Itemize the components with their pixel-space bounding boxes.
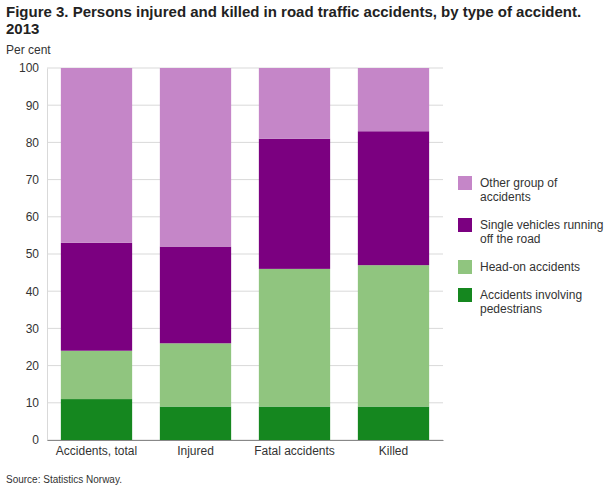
bar-segment	[61, 68, 132, 243]
bar-segment	[160, 407, 231, 440]
bar-segment	[61, 399, 132, 440]
bar-segment	[160, 343, 231, 406]
y-tick: 20	[26, 359, 47, 373]
y-tick-label: 100	[19, 61, 39, 75]
bar-segment	[358, 131, 429, 265]
bar-segment	[259, 139, 330, 269]
bar-segment	[160, 247, 231, 344]
legend: Other group ofaccidents Single vehicles r…	[458, 176, 603, 316]
bar-segment	[259, 269, 330, 407]
legend-swatch	[458, 260, 472, 274]
y-axis-label: Per cent	[6, 43, 51, 57]
legend-item: Accidents involvingpedestrians	[458, 288, 582, 316]
y-tick: 40	[26, 285, 47, 299]
y-tick: 0	[32, 433, 47, 447]
legend-label: Single vehicles runningoff the road	[480, 218, 603, 246]
y-tick-label: 90	[26, 99, 40, 113]
y-tick-label: 80	[26, 136, 40, 150]
y-tick-label: 50	[26, 247, 40, 261]
x-tick: Accidents, total	[56, 440, 137, 458]
legend-label: Other group ofaccidents	[480, 176, 558, 204]
y-tick-label: 70	[26, 173, 40, 187]
legend-label: Accidents involvingpedestrians	[480, 288, 582, 316]
source: Source: Statistics Norway.	[6, 474, 122, 485]
y-tick-label: 60	[26, 210, 40, 224]
x-tick-label: Fatal accidents	[254, 444, 335, 458]
plot: 0 10 20 30 40 50 60 70 80 90 100 Accidents, total In…	[19, 61, 444, 457]
bar-segment	[160, 68, 231, 247]
bars	[61, 68, 429, 440]
legend-swatch	[458, 288, 472, 302]
y-tick: 70	[26, 173, 47, 187]
x-tick-label: Accidents, total	[56, 444, 137, 458]
bar-segment	[358, 68, 429, 131]
x-axis: Accidents, total Injured Fatal accidents Ki…	[48, 440, 444, 458]
y-tick-label: 40	[26, 285, 40, 299]
y-tick: 10	[26, 396, 47, 410]
y-tick: 80	[26, 136, 47, 150]
x-tick-label: Killed	[379, 444, 408, 458]
legend-swatch	[458, 176, 472, 190]
x-tick: Fatal accidents	[254, 440, 335, 458]
grid	[47, 68, 443, 440]
legend-label: Head-on accidents	[480, 260, 580, 274]
legend-item: Head-on accidents	[458, 260, 580, 274]
bar-segment	[259, 407, 330, 440]
bar-segment	[61, 243, 132, 351]
chart: Figure 3. Persons injured and killed in …	[0, 0, 610, 488]
legend-swatch	[458, 218, 472, 232]
bar-segment	[358, 265, 429, 406]
y-tick-label: 0	[32, 433, 39, 447]
y-tick: 30	[26, 322, 47, 336]
bar-segment	[259, 68, 330, 139]
legend-item: Single vehicles runningoff the road	[458, 218, 603, 246]
x-tick: Killed	[379, 440, 408, 458]
bar-segment	[61, 351, 132, 399]
y-tick-label: 30	[26, 322, 40, 336]
y-axis: 0 10 20 30 40 50 60 70 80 90 100	[19, 61, 48, 447]
y-tick: 90	[26, 99, 47, 113]
legend-item: Other group ofaccidents	[458, 176, 558, 204]
y-tick-label: 10	[26, 396, 40, 410]
x-axis-line	[48, 440, 444, 441]
y-tick: 100	[19, 61, 47, 75]
y-tick-label: 20	[26, 359, 40, 373]
bar-segment	[358, 407, 429, 440]
x-tick: Injured	[177, 440, 214, 458]
x-tick-label: Injured	[177, 444, 214, 458]
title: Figure 3. Persons injured and killed in …	[6, 3, 581, 37]
y-tick: 50	[26, 247, 47, 261]
y-tick: 60	[26, 210, 47, 224]
y-axis-line	[47, 69, 48, 441]
